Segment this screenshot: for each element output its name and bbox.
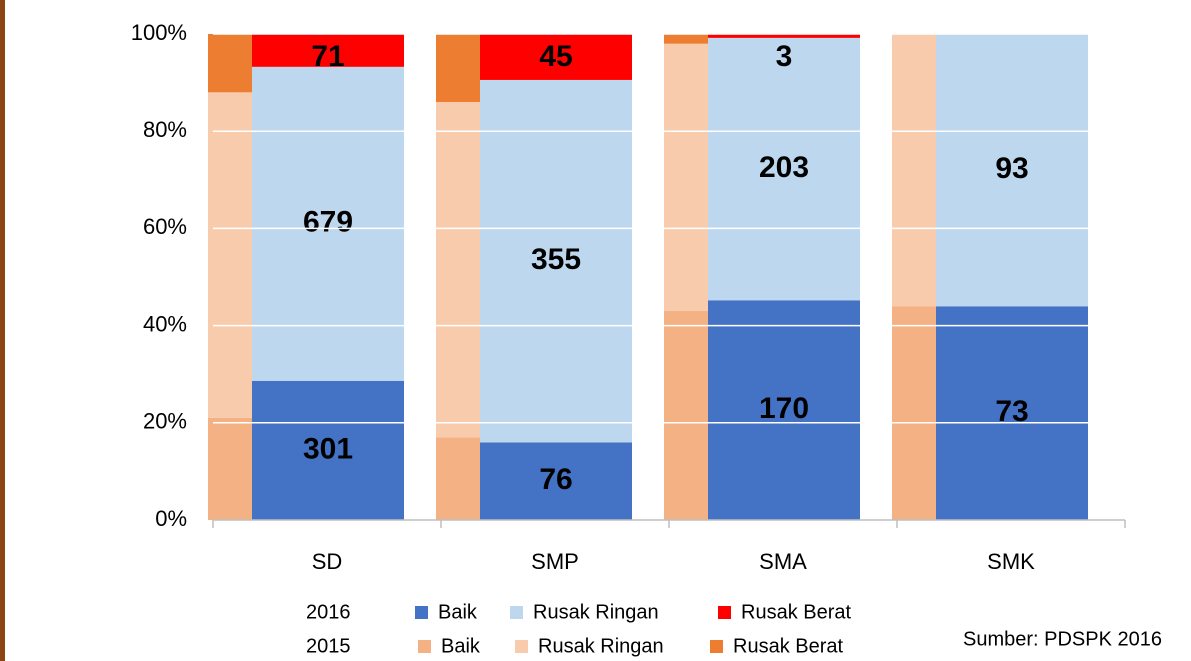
data-label: 203 [759,151,809,184]
legend-label: Baik [441,635,481,657]
data-label: 45 [539,40,572,73]
legend-label: Rusak Berat [733,635,843,657]
y-tick-label: 100% [131,20,187,45]
legend-swatch [515,640,528,653]
y-tick-label: 80% [143,117,187,142]
bar-segment [664,43,708,312]
bar-segment [664,311,708,520]
bar-segment [208,417,252,520]
bar-segment [892,306,936,520]
x-tick-label: SMP [531,549,579,574]
legend-group-label: 2015 [306,635,351,657]
legend-group-label: 2016 [306,601,351,623]
bar-segment [936,34,1088,307]
legend-swatch [510,606,523,619]
bar-segment [208,34,252,93]
bar-segment [480,79,632,443]
x-tick-label: SMA [759,549,807,574]
legend-label: Rusak Ringan [538,635,664,657]
y-tick-label: 20% [143,409,187,434]
x-tick-label: SMK [987,549,1035,574]
y-tick-label: 0% [155,506,187,531]
left-border [0,0,5,661]
data-label: 679 [303,206,353,239]
data-label: 93 [995,152,1028,185]
bar-segment [480,442,632,520]
bar-segment [436,34,480,103]
legend-label: Baik [438,601,478,623]
data-label: 76 [539,463,572,496]
bar-segment [252,66,404,381]
bar-segment [208,92,252,418]
data-label: 355 [531,243,581,276]
data-label: 301 [303,432,353,465]
bar-segment [892,34,936,307]
data-label: 170 [759,392,809,425]
bar-segment [936,306,1088,520]
bar-segment [436,437,480,520]
y-tick-label: 60% [143,214,187,239]
legend-swatch [710,640,723,653]
y-tick-label: 40% [143,311,187,336]
bar-segment [480,34,632,80]
legend-label: Rusak Berat [741,601,851,623]
bar-segment [664,34,708,44]
bar-segment [708,37,860,301]
source-note: Sumber: PDSPK 2016 [963,628,1162,650]
data-label: 71 [311,40,344,73]
data-label: 3 [776,40,793,73]
legend-swatch [418,640,431,653]
x-tick-label: SD [312,549,343,574]
legend-label: Rusak Ringan [533,601,659,623]
bar-segment [708,34,860,38]
bar-segment [252,380,404,520]
legend-swatch [415,606,428,619]
legend-swatch [718,606,731,619]
bar-segment [708,300,860,520]
bar-segment [436,102,480,438]
bar-segment [252,34,404,67]
